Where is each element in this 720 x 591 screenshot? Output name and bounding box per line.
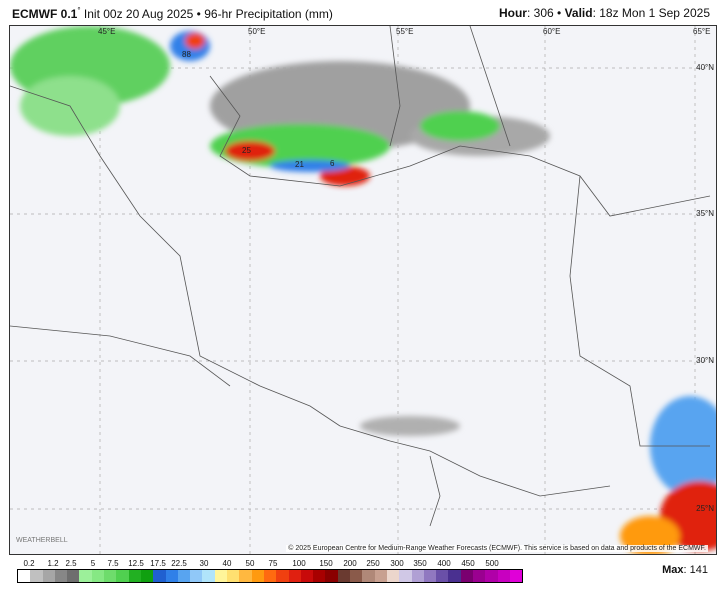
- colorbar-swatch: [190, 570, 203, 582]
- lon-label: 60°E: [543, 27, 561, 36]
- colorbar-swatch: [214, 570, 228, 582]
- colorbar-swatch: [239, 570, 252, 582]
- colorbar-tick-label: 12.5: [128, 559, 144, 568]
- colorbar-swatch: [116, 570, 129, 582]
- colorbar-tick-label: 5: [90, 559, 96, 568]
- colorbar-swatch: [30, 570, 43, 582]
- colorbar-tick-label: 500: [485, 559, 499, 568]
- colorbar-swatch: [128, 570, 141, 582]
- map-title: ECMWF 0.1° Init 00z 20 Aug 2025 • 96-hr …: [12, 6, 333, 21]
- colorbar-swatch: [153, 570, 166, 582]
- colorbar-swatch: [288, 570, 301, 582]
- hour-label: Hour: [498, 6, 527, 20]
- colorbar-ticks: 0.2 1.2 2.5 5 7.5 12.5 17.5 22.5 30 40 50 75 100 150 2…: [17, 559, 517, 569]
- colorbar-tick-label: 75: [268, 559, 278, 568]
- weatherbell-logo: WEATHERBELL: [16, 537, 68, 544]
- lon-label: 45°E: [98, 27, 116, 36]
- colorbar-swatch: [362, 570, 375, 582]
- colorbar-swatch: [386, 570, 400, 582]
- colorbar-swatch: [350, 570, 363, 582]
- colorbar-swatch: [54, 570, 68, 582]
- colorbar-tick-label: 150: [319, 559, 333, 568]
- colorbar-tick-label: 300: [390, 559, 404, 568]
- value-label: 25: [242, 146, 251, 155]
- colorbar-swatch: [18, 570, 31, 582]
- colorbar-swatch: [263, 570, 277, 582]
- colorbar-tick-label: 0.2: [23, 559, 35, 568]
- colorbar-swatch: [177, 570, 191, 582]
- colorbar-swatch: [497, 570, 510, 582]
- colorbar-swatch: [104, 570, 117, 582]
- colorbar-swatch: [411, 570, 424, 582]
- colorbar-swatch: [42, 570, 55, 582]
- colorbar-swatch: [313, 570, 326, 582]
- lat-label: 35°N: [696, 209, 714, 218]
- colorbar-swatch: [79, 570, 92, 582]
- copyright-notice: © 2025 European Centre for Medium-Range …: [286, 545, 708, 552]
- product-name: 96-hr Precipitation (mm): [204, 7, 333, 21]
- value-label: 88: [182, 50, 191, 59]
- init-time: Init 00z 20 Aug 2025: [83, 7, 194, 21]
- colorbar-swatch: [374, 570, 387, 582]
- colorbar-swatch: [436, 570, 449, 582]
- colorbar-tick-label: 30: [199, 559, 209, 568]
- separator: •: [557, 6, 562, 20]
- colorbar-tick-label: 350: [413, 559, 427, 568]
- colorbar-swatch: [251, 570, 264, 582]
- colorbar-swatch: [509, 570, 523, 582]
- colorbar: [17, 569, 524, 583]
- colorbar-tick-label: 17.5: [150, 559, 166, 568]
- colorbar-tick-label: 450: [461, 559, 475, 568]
- max-number: 141: [689, 564, 708, 576]
- valid-info: Hour: 306 • Valid: 18z Mon 1 Sep 2025: [498, 6, 710, 20]
- colorbar-swatch: [91, 570, 105, 582]
- colorbar-swatch: [227, 570, 240, 582]
- colorbar-tick-label: 50: [245, 559, 255, 568]
- lat-label: 25°N: [696, 504, 714, 513]
- colorbar-swatch: [165, 570, 178, 582]
- colorbar-swatch: [460, 570, 473, 582]
- colorbar-swatch: [448, 570, 461, 582]
- lon-label: 55°E: [396, 27, 414, 36]
- valid-time: 18z Mon 1 Sep 2025: [599, 6, 710, 20]
- lat-label: 30°N: [696, 356, 714, 365]
- valid-label: Valid: [564, 6, 593, 20]
- degree-symbol: °: [77, 6, 81, 15]
- colorbar-swatch: [325, 570, 338, 582]
- colorbar-swatch: [337, 570, 351, 582]
- colorbar-swatch: [485, 570, 498, 582]
- colorbar-tick-label: 2.5: [65, 559, 77, 568]
- max-value: Max: 141: [662, 564, 708, 576]
- model-name: ECMWF 0.1: [12, 7, 78, 21]
- colorbar-tick-label: 200: [343, 559, 357, 568]
- value-label: 21: [295, 160, 304, 169]
- hour-value: 306: [533, 6, 554, 20]
- colorbar-swatch: [140, 570, 154, 582]
- colorbar-swatch: [399, 570, 412, 582]
- precip-field: [10, 26, 716, 554]
- lat-label: 40°N: [696, 63, 714, 72]
- colorbar-swatch: [276, 570, 289, 582]
- colorbar-swatch: [472, 570, 486, 582]
- value-label: 6: [330, 159, 335, 168]
- lon-label: 50°E: [248, 27, 266, 36]
- colorbar-tick-label: 22.5: [171, 559, 187, 568]
- colorbar-tick-label: 1.2: [47, 559, 59, 568]
- colorbar-swatch: [423, 570, 437, 582]
- map-canvas: [10, 26, 716, 554]
- colorbar-swatch: [67, 570, 80, 582]
- colorbar-swatch: [300, 570, 314, 582]
- separator: •: [196, 7, 201, 21]
- lon-label: 65°E: [693, 27, 711, 36]
- colorbar-tick-label: 7.5: [107, 559, 119, 568]
- borders: [10, 26, 711, 527]
- precipitation-map[interactable]: 45°E 50°E 55°E 60°E 65°E 40°N 35°N 30°N …: [9, 25, 717, 555]
- colorbar-tick-label: 100: [292, 559, 306, 568]
- colorbar-swatch: [202, 570, 215, 582]
- colorbar-tick-label: 250: [366, 559, 380, 568]
- colorbar-tick-label: 400: [437, 559, 451, 568]
- max-label: Max: [662, 564, 684, 576]
- colorbar-tick-label: 40: [222, 559, 232, 568]
